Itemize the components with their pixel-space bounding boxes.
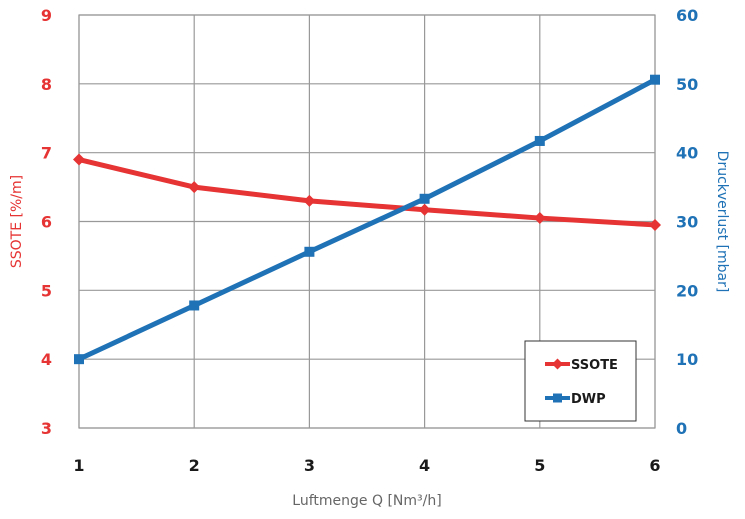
data-point-ssote bbox=[418, 203, 431, 216]
x-axis-label: Luftmenge Q [Nm³/h] bbox=[292, 493, 441, 509]
x-tick-label: 5 bbox=[534, 456, 545, 475]
data-point-ssote bbox=[303, 194, 316, 207]
y-right-tick-label: 40 bbox=[676, 144, 698, 163]
legend-item-ssote: SSOTE bbox=[545, 358, 618, 373]
data-point-dwp bbox=[534, 135, 545, 146]
legend: SSOTE DWP bbox=[524, 340, 637, 422]
data-point-ssote bbox=[533, 212, 546, 225]
legend-label-ssote: SSOTE bbox=[571, 358, 618, 373]
y-right-tick-label: 60 bbox=[676, 6, 698, 25]
y-left-tick-label: 8 bbox=[41, 75, 52, 94]
data-point-dwp bbox=[189, 300, 200, 311]
y-left-tick-label: 6 bbox=[41, 213, 52, 232]
legend-marker-dwp bbox=[553, 393, 562, 403]
y-axis-right-label: Druckverlust [mbar] bbox=[714, 151, 730, 293]
y-left-tick-label: 5 bbox=[41, 281, 52, 300]
y-right-tick-label: 20 bbox=[676, 281, 698, 300]
x-tick-label: 6 bbox=[649, 456, 660, 475]
y-right-tick-label: 50 bbox=[676, 75, 698, 94]
data-point-ssote bbox=[188, 181, 201, 194]
y-left-tick-label: 3 bbox=[41, 419, 52, 438]
y-right-tick-label: 10 bbox=[676, 350, 698, 369]
legend-label-dwp: DWP bbox=[571, 392, 606, 407]
x-tick-label: 1 bbox=[73, 456, 84, 475]
legend-marker-ssote bbox=[552, 358, 563, 370]
y-left-tick-label: 4 bbox=[41, 350, 52, 369]
data-point-dwp bbox=[304, 246, 315, 257]
y-left-tick-label: 7 bbox=[41, 144, 52, 163]
data-point-dwp bbox=[74, 354, 84, 365]
x-tick-label: 3 bbox=[304, 456, 315, 475]
y-axis-left-label: SSOTE [%/m] bbox=[9, 175, 25, 268]
data-point-ssote bbox=[73, 153, 85, 166]
data-point-dwp bbox=[650, 74, 660, 85]
series-layer bbox=[73, 74, 661, 365]
y-right-tick-label: 0 bbox=[676, 419, 687, 438]
y-left-tick-label: 9 bbox=[41, 6, 52, 25]
legend-item-dwp: DWP bbox=[545, 392, 606, 407]
series-line-dwp bbox=[77, 77, 657, 362]
data-point-ssote bbox=[649, 218, 661, 231]
y-right-tick-label: 30 bbox=[676, 213, 698, 232]
x-tick-label: 2 bbox=[189, 456, 200, 475]
x-tick-label: 4 bbox=[419, 456, 430, 475]
series-line-ssote bbox=[78, 157, 656, 228]
tick-labels: 1 2 3 4 5 6 3 4 5 6 7 8 9 0 10 20 30 40 50 60 bbox=[41, 6, 698, 475]
data-point-dwp bbox=[419, 193, 430, 204]
